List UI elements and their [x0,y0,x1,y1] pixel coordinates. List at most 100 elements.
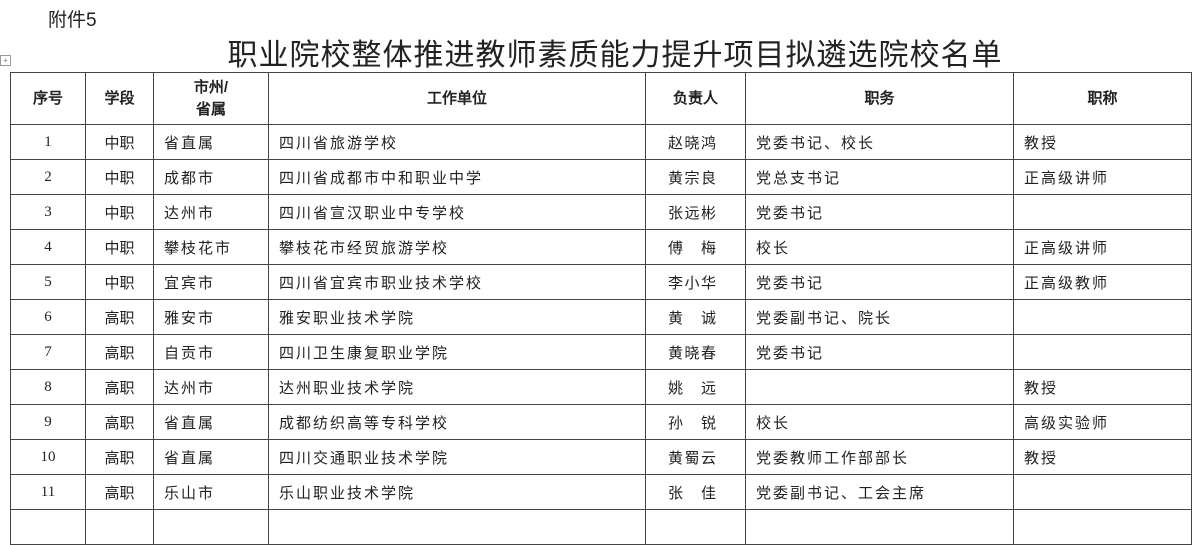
leader-name: 傅梅 [668,240,716,257]
cell-leader: 傅梅 [645,229,746,265]
header-region: 市州/ 省属 [153,72,269,125]
cell-stage: 中职 [85,159,154,195]
cell-empty [153,509,269,545]
cell-empty [85,509,154,545]
cell-position: 校长 [745,404,1014,440]
table-row: 3 中职 达州市 四川省宣汉职业中专学校 张远彬 党委书记 [10,194,1192,230]
cell-title [1013,299,1192,335]
cell-unit: 四川省宣汉职业中专学校 [268,194,646,230]
cell-index: 4 [10,229,86,265]
cell-leader: 黄诚 [645,299,746,335]
cell-empty [645,509,746,545]
cell-region: 乐山市 [153,474,269,510]
cell-index: 9 [10,404,86,440]
cell-title: 教授 [1013,369,1192,405]
document-title: 职业院校整体推进教师素质能力提升项目拟遴选院校名单 [227,39,1003,72]
cell-unit: 成都纺织高等专科学校 [268,404,646,440]
table-row: 8 高职 达州市 达州职业技术学院 姚远 教授 [10,369,1192,405]
cell-region: 省直属 [153,404,269,440]
cell-unit: 四川交通职业技术学院 [268,439,646,475]
cell-stage: 中职 [85,229,154,265]
cell-stage: 中职 [85,264,154,300]
cell-index: 6 [10,299,86,335]
cell-region: 省直属 [153,124,269,160]
cell-position: 党总支书记 [745,159,1014,195]
cell-stage: 高职 [85,369,154,405]
cell-leader: 赵晓鸿 [645,124,746,160]
cell-title: 正高级讲师 [1013,229,1192,265]
header-position: 职务 [745,72,1014,125]
leader-name: 赵晓鸿 [668,135,716,152]
cell-stage: 中职 [85,124,154,160]
cell-stage: 高职 [85,299,154,335]
cell-empty [268,509,646,545]
cell-leader: 姚远 [645,369,746,405]
cell-unit: 四川省旅游学校 [268,124,646,160]
leader-name: 李小华 [668,275,716,292]
table-row: 5 中职 宜宾市 四川省宜宾市职业技术学校 李小华 党委书记 正高级教师 [10,264,1192,300]
cell-unit: 攀枝花市经贸旅游学校 [268,229,646,265]
cell-leader: 黄蜀云 [645,439,746,475]
cell-title: 正高级教师 [1013,264,1192,300]
cell-leader: 孙锐 [645,404,746,440]
cell-empty [10,509,86,545]
leader-name: 黄宗良 [668,170,716,187]
cell-stage: 高职 [85,334,154,370]
cell-index: 8 [10,369,86,405]
table-move-handle-icon[interactable]: + [0,55,11,66]
cell-position: 党委书记 [745,334,1014,370]
cell-title [1013,194,1192,230]
cell-title: 高级实验师 [1013,404,1192,440]
cell-position: 校长 [745,229,1014,265]
leader-name: 黄晓春 [668,345,716,362]
cell-leader: 张远彬 [645,194,746,230]
cell-position: 党委副书记、院长 [745,299,1014,335]
table-header-row: 序号 学段 市州/ 省属 工作单位 负责人 职务 职称 [10,72,1192,125]
cell-position: 党委书记、校长 [745,124,1014,160]
cell-leader: 黄宗良 [645,159,746,195]
cell-title: 教授 [1013,124,1192,160]
table-row: 4 中职 攀枝花市 攀枝花市经贸旅游学校 傅梅 校长 正高级讲师 [10,229,1192,265]
cell-region: 攀枝花市 [153,229,269,265]
school-list-table: 序号 学段 市州/ 省属 工作单位 负责人 职务 职称 1 中职 省直属 四川省旅游学校 赵晓鸿 党委… [10,72,1192,545]
cell-region: 成都市 [153,159,269,195]
cell-position: 党委书记 [745,264,1014,300]
cell-leader: 张佳 [645,474,746,510]
cell-index: 3 [10,194,86,230]
cell-region: 宜宾市 [153,264,269,300]
header-index: 序号 [10,72,86,125]
cell-stage: 高职 [85,474,154,510]
cell-title: 正高级讲师 [1013,159,1192,195]
cell-empty [745,509,1014,545]
cell-title [1013,474,1192,510]
cell-index: 2 [10,159,86,195]
table-row: 2 中职 成都市 四川省成都市中和职业中学 黄宗良 党总支书记 正高级讲师 [10,159,1192,195]
cell-title: 教授 [1013,439,1192,475]
cell-position: 党委书记 [745,194,1014,230]
cell-position: 党委教师工作部部长 [745,439,1014,475]
table-row-partial [10,509,1192,545]
cell-empty [1013,509,1192,545]
cell-position: 党委副书记、工会主席 [745,474,1014,510]
cell-region: 达州市 [153,194,269,230]
table-row: 9 高职 省直属 成都纺织高等专科学校 孙锐 校长 高级实验师 [10,404,1192,440]
cell-stage: 高职 [85,404,154,440]
leader-name: 张远彬 [668,205,716,222]
cell-position [745,369,1014,405]
attachment-label: 附件5 [48,10,97,31]
cell-unit: 乐山职业技术学院 [268,474,646,510]
leader-name: 黄蜀云 [668,450,716,467]
cell-region: 雅安市 [153,299,269,335]
table-row: 10 高职 省直属 四川交通职业技术学院 黄蜀云 党委教师工作部部长 教授 [10,439,1192,475]
cell-region: 省直属 [153,439,269,475]
cell-unit: 四川卫生康复职业学院 [268,334,646,370]
cell-stage: 高职 [85,439,154,475]
cell-unit: 四川省成都市中和职业中学 [268,159,646,195]
table-row: 1 中职 省直属 四川省旅游学校 赵晓鸿 党委书记、校长 教授 [10,124,1192,160]
header-title: 职称 [1013,72,1192,125]
table-row: 6 高职 雅安市 雅安职业技术学院 黄诚 党委副书记、院长 [10,299,1192,335]
leader-name: 孙锐 [668,415,716,432]
cell-unit: 达州职业技术学院 [268,369,646,405]
cell-leader: 黄晓春 [645,334,746,370]
cell-title [1013,334,1192,370]
